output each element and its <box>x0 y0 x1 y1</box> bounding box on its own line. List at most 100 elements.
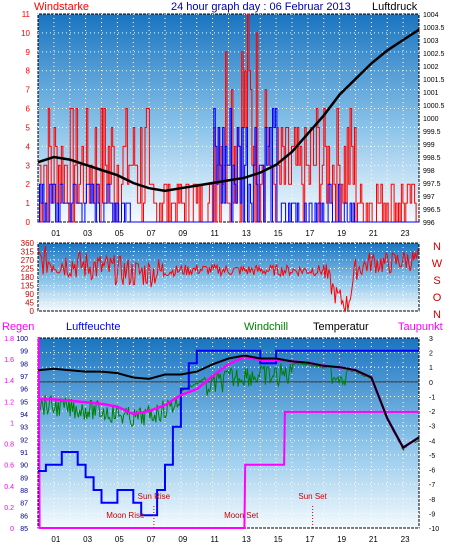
luftfeuchte-label: Luftfeuchte <box>66 321 120 333</box>
tick-label: 1.6 <box>4 357 14 364</box>
compass-label: N <box>433 309 441 321</box>
tick-label: -1 <box>429 394 435 401</box>
tick-label: -10 <box>429 526 439 533</box>
compass-label: O <box>433 292 442 304</box>
tick-label: 2 <box>26 180 31 189</box>
top-left-axis: 0 1 2 3 4 5 6 7 8 9 10 11 <box>21 10 30 227</box>
tick-label: 19 <box>337 229 346 238</box>
tick-label: 19 <box>337 535 346 544</box>
top-pressure-line <box>37 28 420 193</box>
tick-label: 13 <box>242 535 251 544</box>
direction-series <box>37 246 420 313</box>
tick-label: 05 <box>115 229 124 238</box>
tick-label: 315 <box>21 248 35 257</box>
tick-label: 11 <box>210 535 219 544</box>
tick-label: 23 <box>401 535 410 544</box>
tick-label: 998.5 <box>423 155 441 162</box>
tick-label: 98 <box>20 361 28 368</box>
tick-label: 86 <box>20 513 28 520</box>
tick-label: -4 <box>429 438 435 445</box>
tick-label: 996 <box>423 220 435 227</box>
tick-label: 93 <box>20 425 28 432</box>
tick-label: 11 <box>210 229 219 238</box>
tick-label: 997 <box>423 194 435 201</box>
tick-label: 9 <box>26 48 31 57</box>
tick-label: 5 <box>26 123 31 132</box>
tick-label: -9 <box>429 511 435 518</box>
compass-label: N <box>433 241 441 253</box>
tick-label: 97 <box>20 374 28 381</box>
tick-label: 3 <box>429 336 433 343</box>
tick-label: 100 <box>16 336 28 343</box>
windchill-label: Windchill <box>244 321 288 333</box>
tick-label: -6 <box>429 468 435 475</box>
tick-label: 0 <box>10 526 14 533</box>
tick-label: 92 <box>20 437 28 444</box>
top-right-axis: 996 996.5 997 997.5 998 998.5 999 999.5 1000 1000… <box>423 12 445 227</box>
tick-label: 0 <box>30 307 35 316</box>
bottom-annotations: Moon Rise Sun Rise Moon Set Sun Set <box>106 492 328 528</box>
tick-label: 45 <box>25 299 34 308</box>
tick-label: 09 <box>178 535 187 544</box>
tick-label: 1 <box>26 199 31 208</box>
taupunkt-label: Taupunkt <box>398 321 443 333</box>
tick-label: 2 <box>429 351 433 358</box>
tick-label: 0.4 <box>4 484 14 491</box>
luftfeuchte-series <box>38 349 419 517</box>
tick-label: 90 <box>25 290 34 299</box>
tick-label: 270 <box>21 256 35 265</box>
tick-label: 8 <box>26 67 31 76</box>
page-title: 24 hour graph day : 06 Februar 2013 <box>171 1 351 13</box>
middle-direction-line <box>37 246 420 313</box>
tick-label: 1003 <box>423 38 439 45</box>
tick-label: 0 <box>26 218 31 227</box>
pressure-series <box>37 28 420 193</box>
tick-label: 13 <box>242 229 251 238</box>
tick-label: 21 <box>369 535 378 544</box>
regen-series <box>37 337 419 529</box>
tick-label: 998 <box>423 168 435 175</box>
tick-label: 0.6 <box>4 463 14 470</box>
regen-label: Regen <box>2 321 34 333</box>
header-left-label: Windstarke <box>34 1 89 13</box>
top-wind-bars <box>38 13 419 223</box>
tick-label: 05 <box>115 535 124 544</box>
tick-label: 1000.5 <box>423 103 445 110</box>
tick-label: 07 <box>147 229 156 238</box>
temperatur-label: Temperatur <box>313 321 369 333</box>
bottom-regen-axis: 0 0.2 0.4 0.6 0.8 1 1.2 1.4 1.6 1.8 <box>4 336 14 533</box>
tick-label: 07 <box>147 535 156 544</box>
middle-grid <box>37 242 420 312</box>
tick-label: 360 <box>21 239 35 248</box>
tick-label: 135 <box>21 282 35 291</box>
tick-label: 999.5 <box>423 129 441 136</box>
tick-label: 996.5 <box>423 207 441 214</box>
tick-label: 999 <box>423 142 435 149</box>
tick-label: 85 <box>20 526 28 533</box>
tick-label: 10 <box>21 29 30 38</box>
tick-label: 1.2 <box>4 399 14 406</box>
tick-label: 94 <box>20 412 28 419</box>
wind-speed-series <box>38 108 419 223</box>
header-right-label: Luftdruck <box>372 1 418 13</box>
tick-label: 1001.5 <box>423 77 445 84</box>
tick-label: 99 <box>20 349 28 356</box>
tick-label: 1000 <box>423 116 439 123</box>
tick-label: 1.8 <box>4 336 14 343</box>
tick-label: 1002.5 <box>423 51 445 58</box>
tick-label: 1 <box>10 420 14 427</box>
tick-label: 03 <box>83 535 92 544</box>
moon-set-label: Moon Set <box>224 511 259 520</box>
tick-label: 87 <box>20 501 28 508</box>
bottom-series-lines <box>37 337 420 529</box>
tick-label: 11 <box>22 10 31 19</box>
tick-label: 6 <box>26 105 31 114</box>
bottom-grid <box>37 337 420 529</box>
tick-label: 23 <box>401 229 410 238</box>
tick-label: 0 <box>429 380 433 387</box>
tick-label: 01 <box>51 229 60 238</box>
